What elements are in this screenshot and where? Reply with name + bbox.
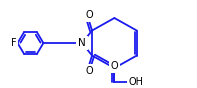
Text: O: O xyxy=(85,10,93,20)
Text: F: F xyxy=(11,38,17,48)
Text: N: N xyxy=(78,38,86,48)
Text: O: O xyxy=(85,66,93,76)
Text: O: O xyxy=(111,61,118,71)
Text: OH: OH xyxy=(128,77,143,87)
